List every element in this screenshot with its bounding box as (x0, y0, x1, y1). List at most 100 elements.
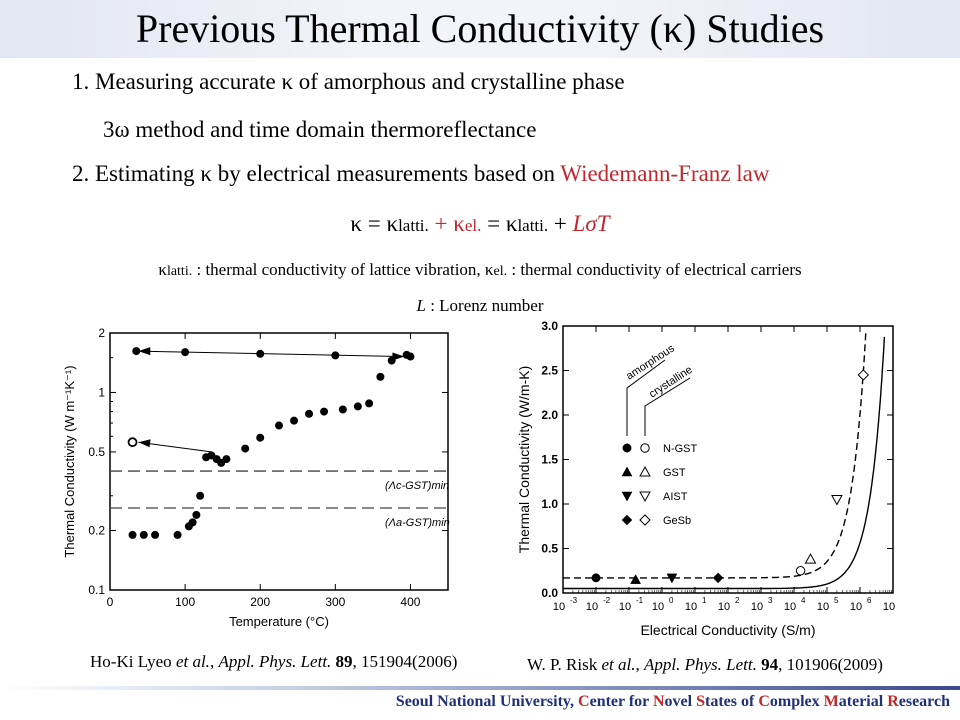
left-data-point (305, 409, 314, 418)
right-cap-vol: 94 (761, 655, 779, 674)
left-data-point (290, 416, 299, 425)
left-data-point (192, 510, 201, 519)
right-x-tick-exponent: 1 (702, 596, 707, 605)
eq-part-1: κ = κ (350, 211, 399, 236)
right-x-tick-label: 10 (652, 601, 664, 613)
right-data-point-amorphous (630, 574, 642, 584)
right-y-tick-label: 0.5 (541, 542, 558, 556)
right-cap-comma: , (635, 655, 644, 674)
right-x-tick-exponent: -2 (603, 596, 611, 605)
left-caption: Ho-Ki Lyeo et al., Appl. Phys. Lett. 89,… (90, 652, 457, 672)
left-chart: 0 100 200 300 400 0.1 0.2 0.5 1 2 (Λc-GST)min (Λa-G… (62, 326, 450, 629)
right-crystalline-bracket (644, 377, 691, 436)
left-data-point (387, 356, 396, 365)
right-x-tick-exponent: 6 (867, 596, 872, 605)
left-x-tick-label: 100 (175, 595, 195, 609)
left-x-tick-label: 200 (250, 595, 270, 609)
left-x-axis-label: Temperature (°C) (229, 614, 329, 629)
left-open-arrow-line (138, 441, 212, 453)
right-x-tick-label: 10 (784, 601, 796, 613)
left-data-point-cooling (256, 349, 265, 358)
left-data-point (139, 530, 148, 539)
right-x-tick-label: 10 (586, 601, 598, 613)
right-data-point-crystalline (831, 495, 843, 506)
left-data-point (128, 530, 137, 539)
right-x-tick-exponent: 4 (801, 596, 806, 605)
right-data-point-crystalline (857, 369, 870, 381)
right-column-label-crystalline: crystalline (647, 364, 695, 401)
left-cap-journal: Appl. Phys. Lett. (218, 652, 332, 671)
left-data-point-cooling (132, 347, 141, 356)
left-y-axis-label: Thermal Conductivity (W m⁻¹K⁻¹) (62, 365, 77, 557)
left-cap-etal: et al. (175, 652, 210, 671)
right-x-tick-exponent: 2 (735, 596, 740, 605)
eq-part-2: + κ (428, 211, 465, 236)
left-cooling-line (136, 350, 405, 358)
left-data-point (365, 399, 374, 408)
right-cap-rest: , 101906(2009) (778, 655, 883, 674)
footer-r: R (887, 693, 899, 710)
left-annotation-a: (Λa-GST)min (385, 517, 450, 529)
right-y-tick-label: 1.0 (541, 497, 558, 511)
lorenz-line: L : Lorenz number (0, 295, 960, 317)
left-data-point (376, 372, 385, 381)
left-data-point (338, 405, 347, 414)
footer-text: Seoul National University, Center for No… (396, 693, 950, 711)
right-x-tick-label: 10 (751, 601, 763, 613)
right-legend-label: GST (663, 467, 686, 479)
footer-p1: Seoul National University, (395, 693, 579, 710)
footer-s: S (696, 693, 705, 710)
eq-plus: + (548, 211, 573, 236)
item-1: 1. Measuring accurate κ of amorphous and… (72, 69, 625, 94)
left-y-tick-label: 2 (98, 326, 105, 340)
right-caption: W. P. Risk et al., Appl. Phys. Lett. 94,… (527, 655, 883, 675)
left-x-tick-label: 0 (107, 595, 114, 609)
right-x-tick-exponent: -3 (570, 596, 578, 605)
eq-el: el. (464, 216, 482, 235)
right-x-tick-exponent: 3 (768, 596, 773, 605)
left-data-point-cooling (331, 351, 340, 360)
left-y-tick-label: 0.1 (88, 583, 105, 597)
left-data-point (196, 491, 205, 500)
right-x-tick-label: 10 (619, 601, 631, 613)
left-x-tick-label: 300 (325, 595, 345, 609)
left-annotation-c: (Λc-GST)min (385, 480, 449, 492)
wiedemann-franz-law: Wiedemann-Franz law (560, 161, 770, 186)
footer-co: C (758, 693, 770, 710)
right-y-tick-label: 1.5 (541, 453, 558, 467)
right-y-axis-label: Thermal Conductivity (W/m-K) (516, 366, 532, 553)
footer-p2: enter for (589, 693, 653, 710)
eq-latti-2: latti. (517, 216, 549, 235)
right-legend-marker-open (639, 465, 651, 477)
footer-p4: tates of (705, 693, 759, 710)
footer-p6: aterial (838, 693, 888, 710)
right-legend-label: N-GST (663, 443, 698, 455)
right-x-tick-label: 10 (883, 601, 895, 613)
left-open-point (127, 437, 138, 448)
definition-line: κlatti. : thermal conductivity of lattic… (0, 259, 960, 283)
right-cap-authors: W. P. Risk (527, 655, 602, 674)
right-x-tick-label: 10 (553, 601, 565, 613)
left-cap-authors: Ho-Ki Lyeo (90, 652, 176, 671)
left-open-arrow-head (138, 439, 151, 448)
left-y-tick-label: 1 (98, 385, 105, 399)
right-y-tick-label: 0.0 (541, 586, 558, 600)
footer-p5: omplex (769, 693, 824, 710)
left-plot-frame (109, 332, 449, 591)
right-fit-solid (563, 336, 886, 590)
footer-c: C (578, 693, 590, 710)
right-y-tick-label: 2.5 (541, 364, 558, 378)
eq-part-3: = κ (481, 211, 518, 236)
left-arrow-head-left (138, 347, 151, 356)
def-text-1: : thermal conductivity of lattice vibrat… (192, 260, 494, 279)
def-el: el. (493, 264, 508, 279)
lorenz-L: L (416, 296, 426, 315)
left-cap-vol: 89 (335, 652, 353, 671)
item-2: 2. Estimating κ by electrical measuremen… (72, 160, 769, 188)
right-data-point-amorphous (712, 572, 724, 584)
right-legend-marker-open (639, 514, 651, 526)
left-data-point (241, 444, 250, 453)
left-data-point (353, 402, 362, 411)
right-cap-journal: Appl. Phys. Lett. (643, 655, 757, 674)
right-y-tick-label: 2.0 (541, 408, 558, 422)
